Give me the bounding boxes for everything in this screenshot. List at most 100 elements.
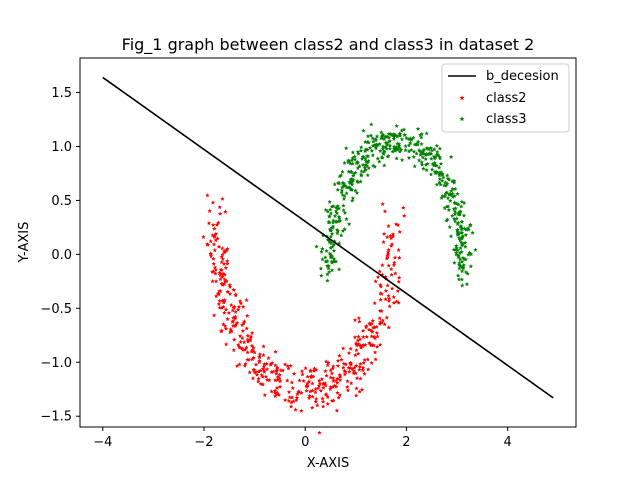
point-class2 (236, 304, 242, 309)
point-class3 (398, 147, 404, 152)
point-class2 (260, 366, 266, 371)
point-class3 (431, 154, 437, 159)
point-class3 (377, 159, 382, 164)
point-class2 (220, 246, 225, 251)
point-class3 (364, 153, 370, 159)
point-class2 (257, 354, 262, 359)
point-class2 (372, 334, 377, 339)
point-class2 (235, 307, 241, 312)
point-class2 (286, 389, 292, 394)
point-class2 (401, 205, 406, 210)
point-class2 (301, 378, 306, 383)
point-class2 (357, 337, 363, 342)
point-class2 (335, 390, 340, 395)
point-class3 (411, 135, 416, 140)
point-class2 (242, 363, 247, 368)
point-class2 (310, 394, 315, 399)
point-class3 (330, 225, 335, 230)
point-class2 (291, 371, 297, 376)
point-class2 (225, 261, 230, 266)
point-class2 (357, 319, 362, 324)
point-class2 (354, 342, 359, 348)
point-class2 (212, 234, 217, 239)
point-class3 (375, 156, 380, 161)
point-class3 (344, 191, 349, 196)
point-class3 (334, 227, 340, 232)
point-class3 (372, 142, 377, 148)
point-class3 (350, 198, 355, 203)
point-class2 (285, 378, 290, 383)
point-class2 (385, 283, 390, 288)
point-class2 (244, 297, 249, 303)
point-class2 (308, 368, 313, 373)
point-class2 (315, 403, 320, 408)
point-class3 (320, 246, 325, 251)
point-class2 (377, 321, 383, 326)
point-class3 (461, 265, 466, 270)
point-class3 (330, 220, 336, 225)
point-class2 (293, 407, 298, 412)
point-class3 (379, 134, 384, 139)
point-class2 (355, 338, 361, 343)
point-class3 (465, 271, 470, 276)
point-class2 (314, 367, 319, 372)
point-class2 (237, 298, 243, 304)
point-class3 (350, 150, 356, 155)
point-class3 (383, 140, 389, 145)
point-class2 (305, 383, 310, 388)
point-class2 (288, 363, 293, 368)
point-class2 (345, 378, 350, 384)
point-class2 (382, 209, 388, 214)
point-class3 (454, 201, 460, 206)
point-class2 (282, 397, 288, 402)
point-class2 (377, 342, 383, 347)
point-class3 (391, 132, 396, 137)
point-class3 (403, 147, 408, 153)
x-tick-label: 2 (402, 435, 410, 450)
point-class3 (327, 199, 332, 204)
point-class2 (377, 269, 382, 274)
point-class2 (402, 213, 407, 218)
point-class3 (458, 245, 463, 251)
point-class2 (319, 376, 325, 382)
point-class2 (360, 365, 366, 370)
point-class2 (328, 375, 333, 380)
point-class3 (424, 131, 429, 136)
point-class2 (227, 291, 233, 296)
point-class3 (331, 256, 337, 261)
point-class3 (342, 193, 347, 199)
point-class2 (231, 315, 236, 320)
point-class2 (282, 362, 288, 367)
point-class3 (457, 260, 462, 265)
point-class3 (327, 269, 332, 274)
point-class2 (364, 334, 369, 339)
point-class2 (379, 291, 384, 296)
point-class3 (457, 266, 462, 271)
point-class3 (349, 182, 355, 187)
point-class2 (229, 328, 234, 334)
point-class3 (445, 204, 451, 209)
point-class3 (421, 166, 426, 171)
x-tick-label: 0 (301, 435, 309, 450)
point-class3 (461, 262, 466, 267)
point-class2 (385, 250, 391, 255)
point-class2 (223, 209, 228, 214)
point-class2 (390, 231, 396, 237)
point-class3 (442, 183, 447, 188)
point-class2 (252, 350, 257, 355)
point-class2 (269, 360, 275, 365)
point-class2 (265, 377, 270, 382)
point-class2 (256, 369, 261, 374)
point-class3 (448, 154, 454, 159)
point-class3 (426, 147, 431, 152)
point-class2 (264, 366, 270, 372)
point-class2 (245, 337, 250, 342)
point-class2 (326, 360, 331, 365)
point-class3 (371, 139, 376, 144)
point-class3 (457, 250, 463, 255)
point-class2 (325, 401, 330, 406)
point-class2 (233, 314, 238, 319)
point-class2 (216, 292, 222, 297)
point-class3 (327, 238, 332, 244)
point-class2 (335, 376, 340, 381)
